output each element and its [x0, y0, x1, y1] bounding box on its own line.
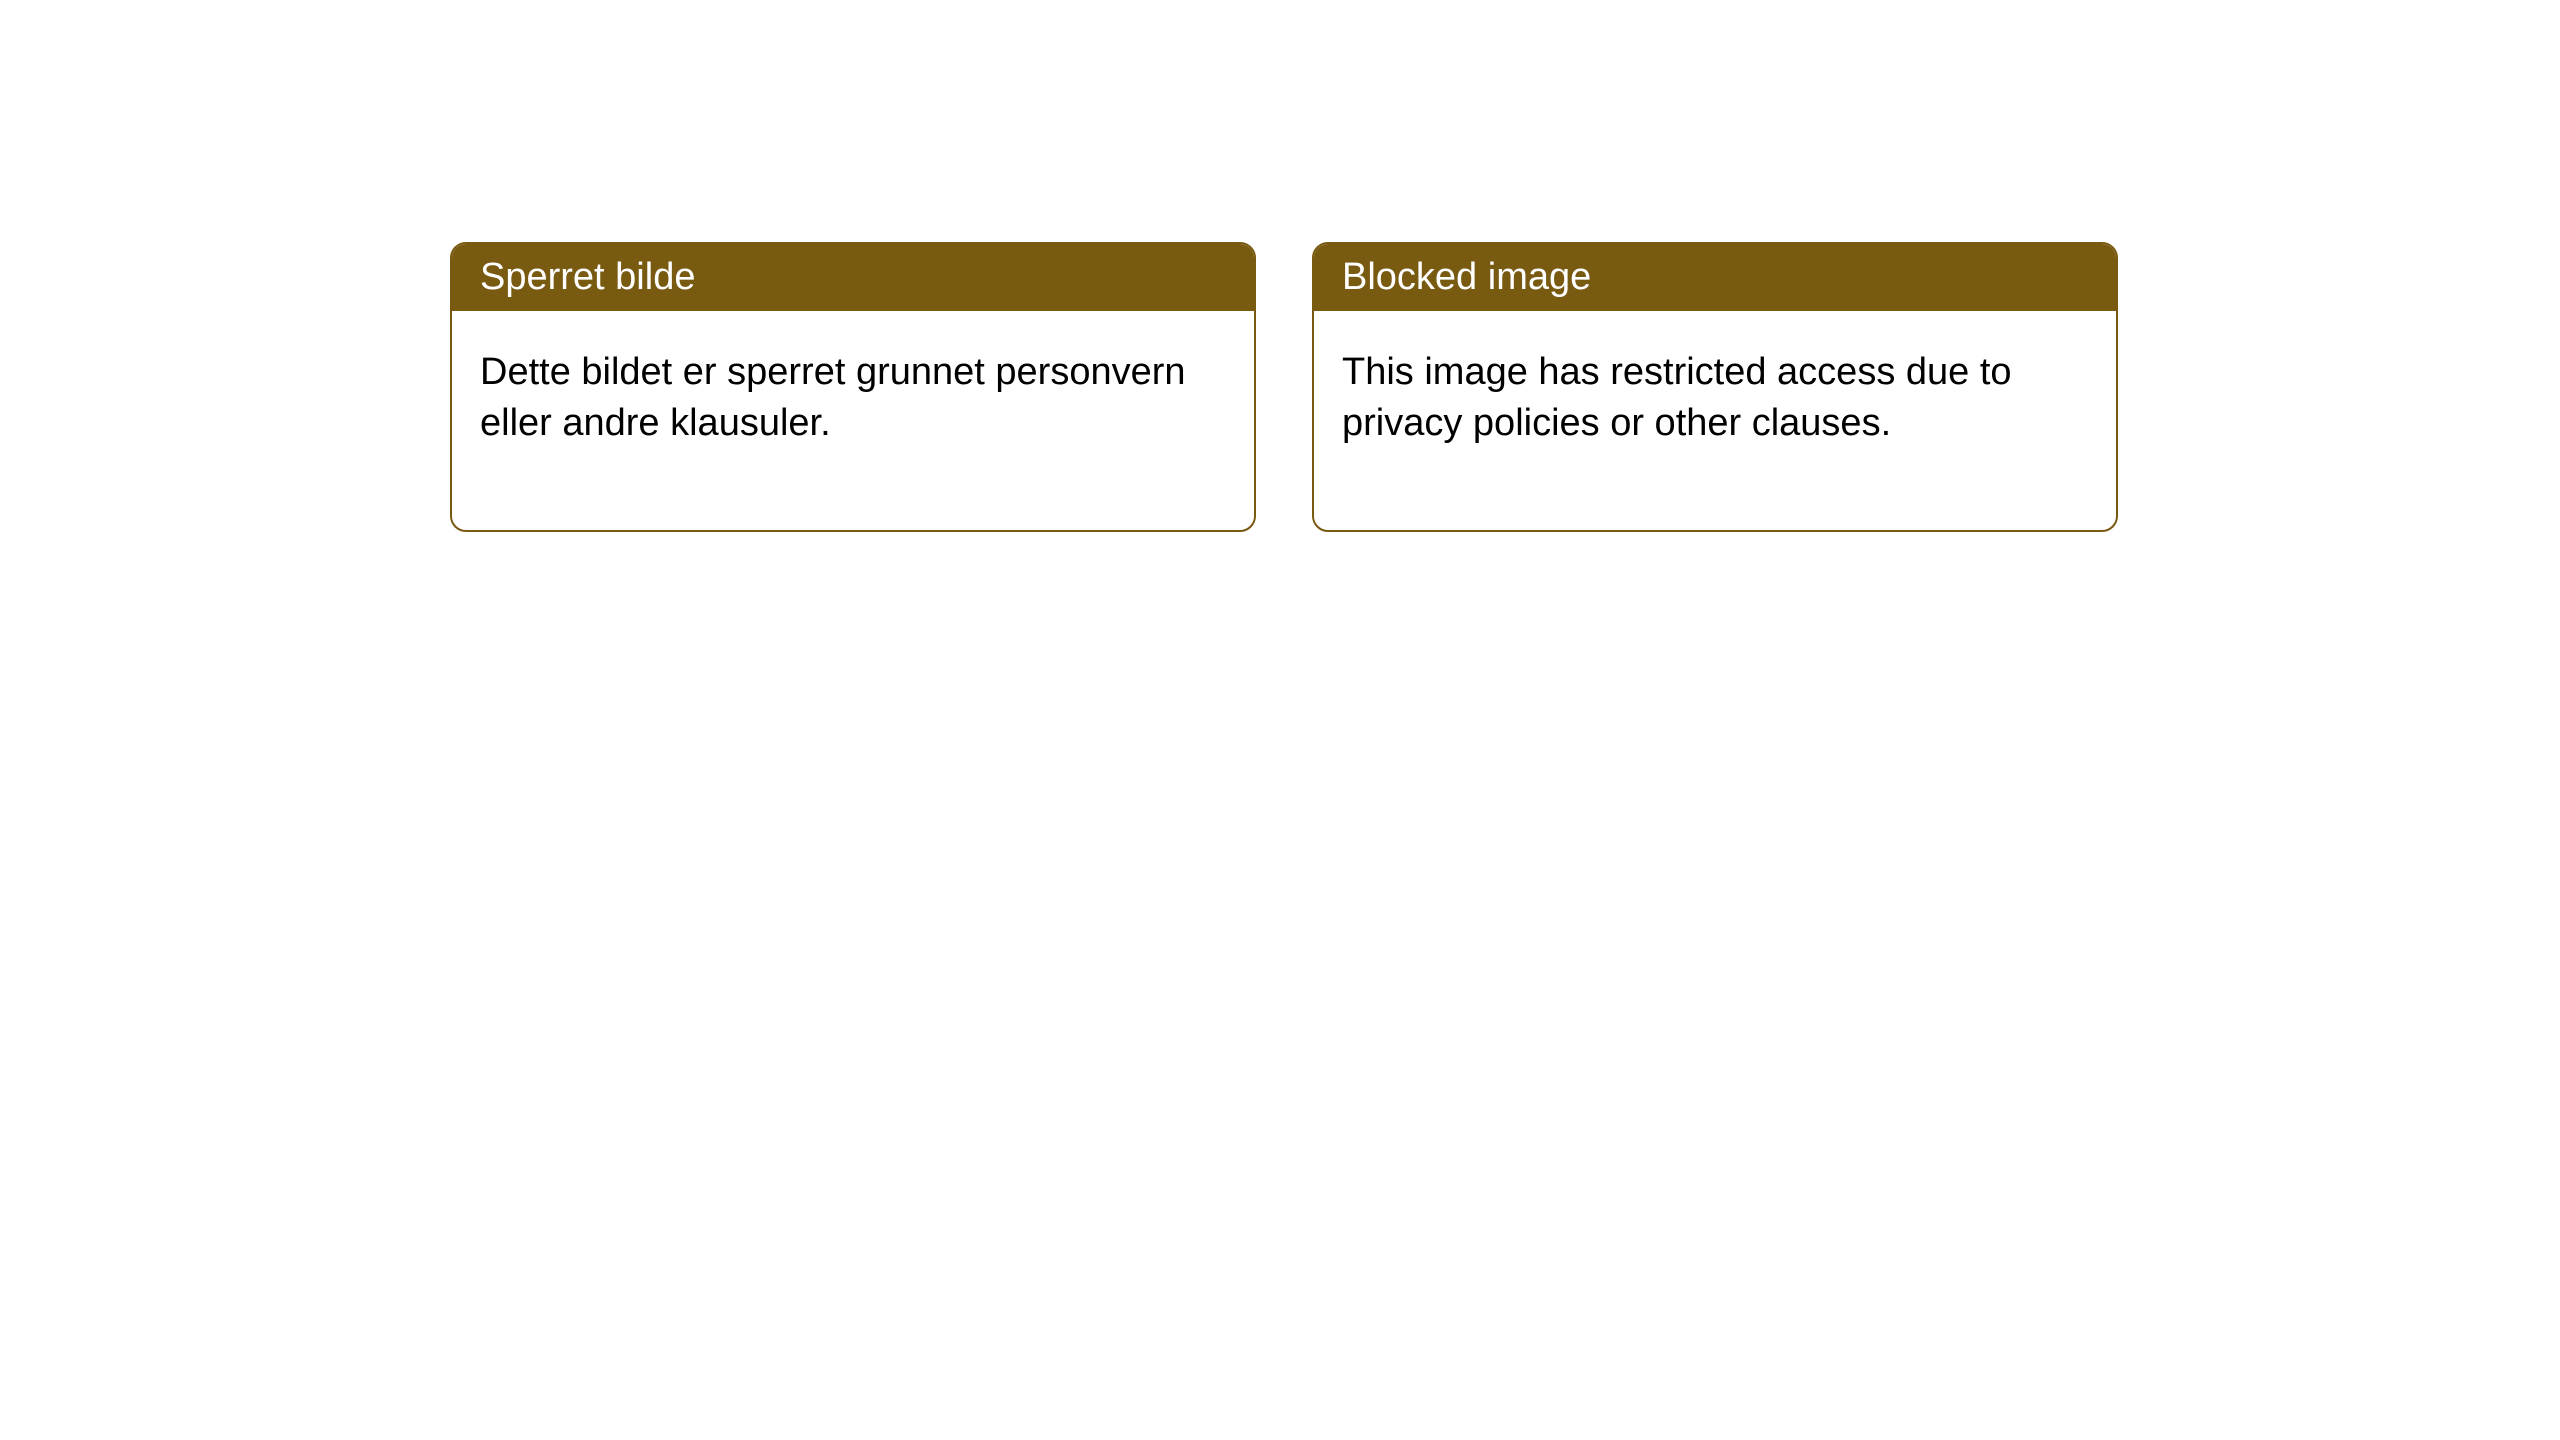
notice-card-norwegian: Sperret bilde Dette bildet er sperret gr…	[450, 242, 1256, 532]
notice-header: Blocked image	[1314, 244, 2116, 311]
notice-container: Sperret bilde Dette bildet er sperret gr…	[0, 0, 2560, 532]
notice-body: This image has restricted access due to …	[1314, 311, 2116, 530]
notice-header: Sperret bilde	[452, 244, 1254, 311]
notice-card-english: Blocked image This image has restricted …	[1312, 242, 2118, 532]
notice-body: Dette bildet er sperret grunnet personve…	[452, 311, 1254, 530]
